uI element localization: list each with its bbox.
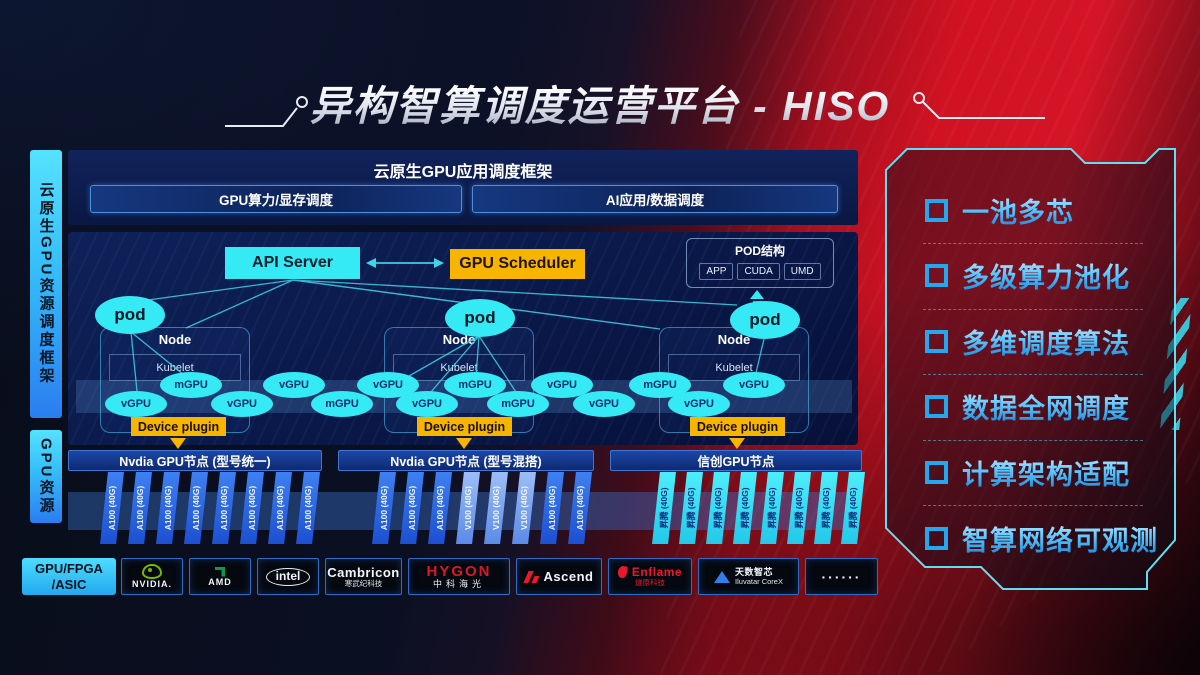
app-framework-title: 云原生GPU应用调度框架 [373, 164, 553, 181]
intel-logo-icon: intel [265, 567, 311, 586]
pod-ellipse: pod [445, 299, 515, 337]
feature-separator [923, 505, 1143, 507]
feature-panel-frame [885, 148, 1176, 590]
gpu-unit-ellipse: vGPU [723, 372, 785, 398]
feature-bullet-icon [925, 395, 948, 419]
pod-layer-cuda: CUDA [737, 263, 780, 280]
feature-item: 智算网络可观测 [925, 519, 1158, 558]
pod-layer-app: APP [699, 263, 734, 280]
gpu-unit-ellipse: mGPU [629, 372, 691, 398]
app-scheduling-framework-panel: 云原生GPU应用调度框架 GPU算力/显存调度 AI应用/数据调度 [68, 150, 858, 225]
amd-logo-icon [215, 566, 225, 577]
node-title: Node [717, 332, 751, 347]
feature-item: 一池多芯 [925, 191, 1074, 230]
pod-up-arrow-icon [750, 290, 764, 299]
pod-ellipse: pod [95, 296, 165, 334]
device-plugin-box: Device plugin [417, 417, 512, 436]
feature-item: 计算架构适配 [925, 453, 1130, 492]
feature-label: 数据全网调度 [962, 387, 1130, 426]
feature-bullet-icon [925, 526, 948, 550]
vendor-logo-ascend: Ascend [516, 558, 602, 595]
iluvatar-logo-icon [714, 570, 731, 583]
feature-bullet-icon [925, 329, 948, 353]
ascend-logo-icon [522, 570, 540, 583]
gpu-unit-ellipse: vGPU [105, 391, 167, 417]
sidebar-framework-label: 云原生GPU资源调度框架 [30, 150, 62, 418]
gpu-unit-ellipse: vGPU [263, 372, 325, 398]
gpu-group-header: Nvdia GPU节点 (型号统一) [68, 450, 322, 471]
vendor-logo-cambricon: Cambricon 寒武纪科技 [325, 558, 402, 595]
sidebar-hardware-label: GPU/FPGA/ASIC [22, 558, 116, 595]
feature-bullet-icon [925, 198, 948, 222]
vendor-logo-amd: AMD [189, 558, 251, 595]
sidebar-gpu-resource-label: GPU资源 [30, 430, 62, 523]
api-server-box: API Server [225, 247, 360, 279]
vendor-logo-enflame: Enflame 燧原科技 [608, 558, 692, 595]
feature-label: 智算网络可观测 [962, 519, 1158, 558]
feature-label: 多维调度算法 [962, 322, 1130, 361]
feature-bullet-icon [925, 264, 948, 288]
feature-label: 一池多芯 [962, 191, 1074, 230]
feature-label: 计算架构适配 [962, 453, 1130, 492]
vendor-logo-nvidia: NVIDIA. [121, 558, 183, 595]
gpu-scheduler-box: GPU Scheduler [450, 249, 585, 279]
feature-panel: 一池多芯 多级算力池化 多维调度算法 数据全网调度 计算架构适配 智算网络可观测 [885, 148, 1177, 604]
pod-structure-title: POD结构 [734, 244, 785, 258]
feature-separator [923, 243, 1143, 244]
device-plugin-arrow-icon [170, 438, 186, 449]
node-title: Node [442, 332, 476, 347]
feature-separator [923, 439, 1143, 441]
feature-separator [923, 308, 1143, 310]
device-plugin-box: Device plugin [690, 417, 785, 436]
vendor-logo-row: NVIDIA. AMD intel Cambricon 寒武纪科技 HYGON 中科海光 As… [121, 558, 878, 595]
feature-separator [923, 374, 1143, 376]
nvidia-logo-icon [142, 564, 162, 579]
device-plugin-arrow-icon [456, 438, 472, 449]
gpu-unit-ellipse: mGPU [487, 391, 549, 417]
vendor-logo-hygon: HYGON 中科海光 [408, 558, 510, 595]
feature-bullet-icon [925, 460, 948, 484]
node-title: Node [158, 332, 192, 347]
gpu-unit-ellipse: vGPU [573, 391, 635, 417]
module-gpu-compute-scheduling: GPU算力/显存调度 [90, 185, 462, 213]
pod-structure-panel: POD结构 APP CUDA UMD [686, 238, 834, 288]
gpu-unit-ellipse: vGPU [668, 391, 730, 417]
feature-item: 多维调度算法 [925, 322, 1130, 361]
module-ai-data-scheduling: AI应用/数据调度 [472, 185, 838, 213]
gpu-unit-ellipse: vGPU [396, 391, 458, 417]
vendor-logo-more: ······ [805, 558, 878, 595]
device-plugin-box: Device plugin [131, 417, 226, 436]
pod-ellipse: pod [730, 301, 800, 339]
feature-item: 多级算力池化 [925, 259, 1130, 293]
gpu-group-header: Nvdia GPU节点 (型号混搭) [338, 450, 594, 471]
page-title: 异构智算调度运营平台 - HISO [0, 72, 1200, 132]
feature-label: 多级算力池化 [962, 256, 1130, 295]
vendor-logo-iluvatar: 天数智芯 Iluvatar CoreX [698, 558, 799, 595]
gpu-group-header: 信创GPU节点 [610, 450, 862, 471]
vendor-logo-intel: intel [257, 558, 319, 595]
gpu-unit-ellipse: mGPU [160, 372, 222, 398]
gpu-unit-ellipse: mGPU [311, 391, 373, 417]
pod-layer-umd: UMD [783, 263, 821, 280]
device-plugin-arrow-icon [729, 438, 745, 449]
enflame-logo-icon [617, 565, 628, 579]
feature-item: 数据全网调度 [925, 390, 1130, 424]
gpu-unit-ellipse: vGPU [211, 391, 273, 417]
